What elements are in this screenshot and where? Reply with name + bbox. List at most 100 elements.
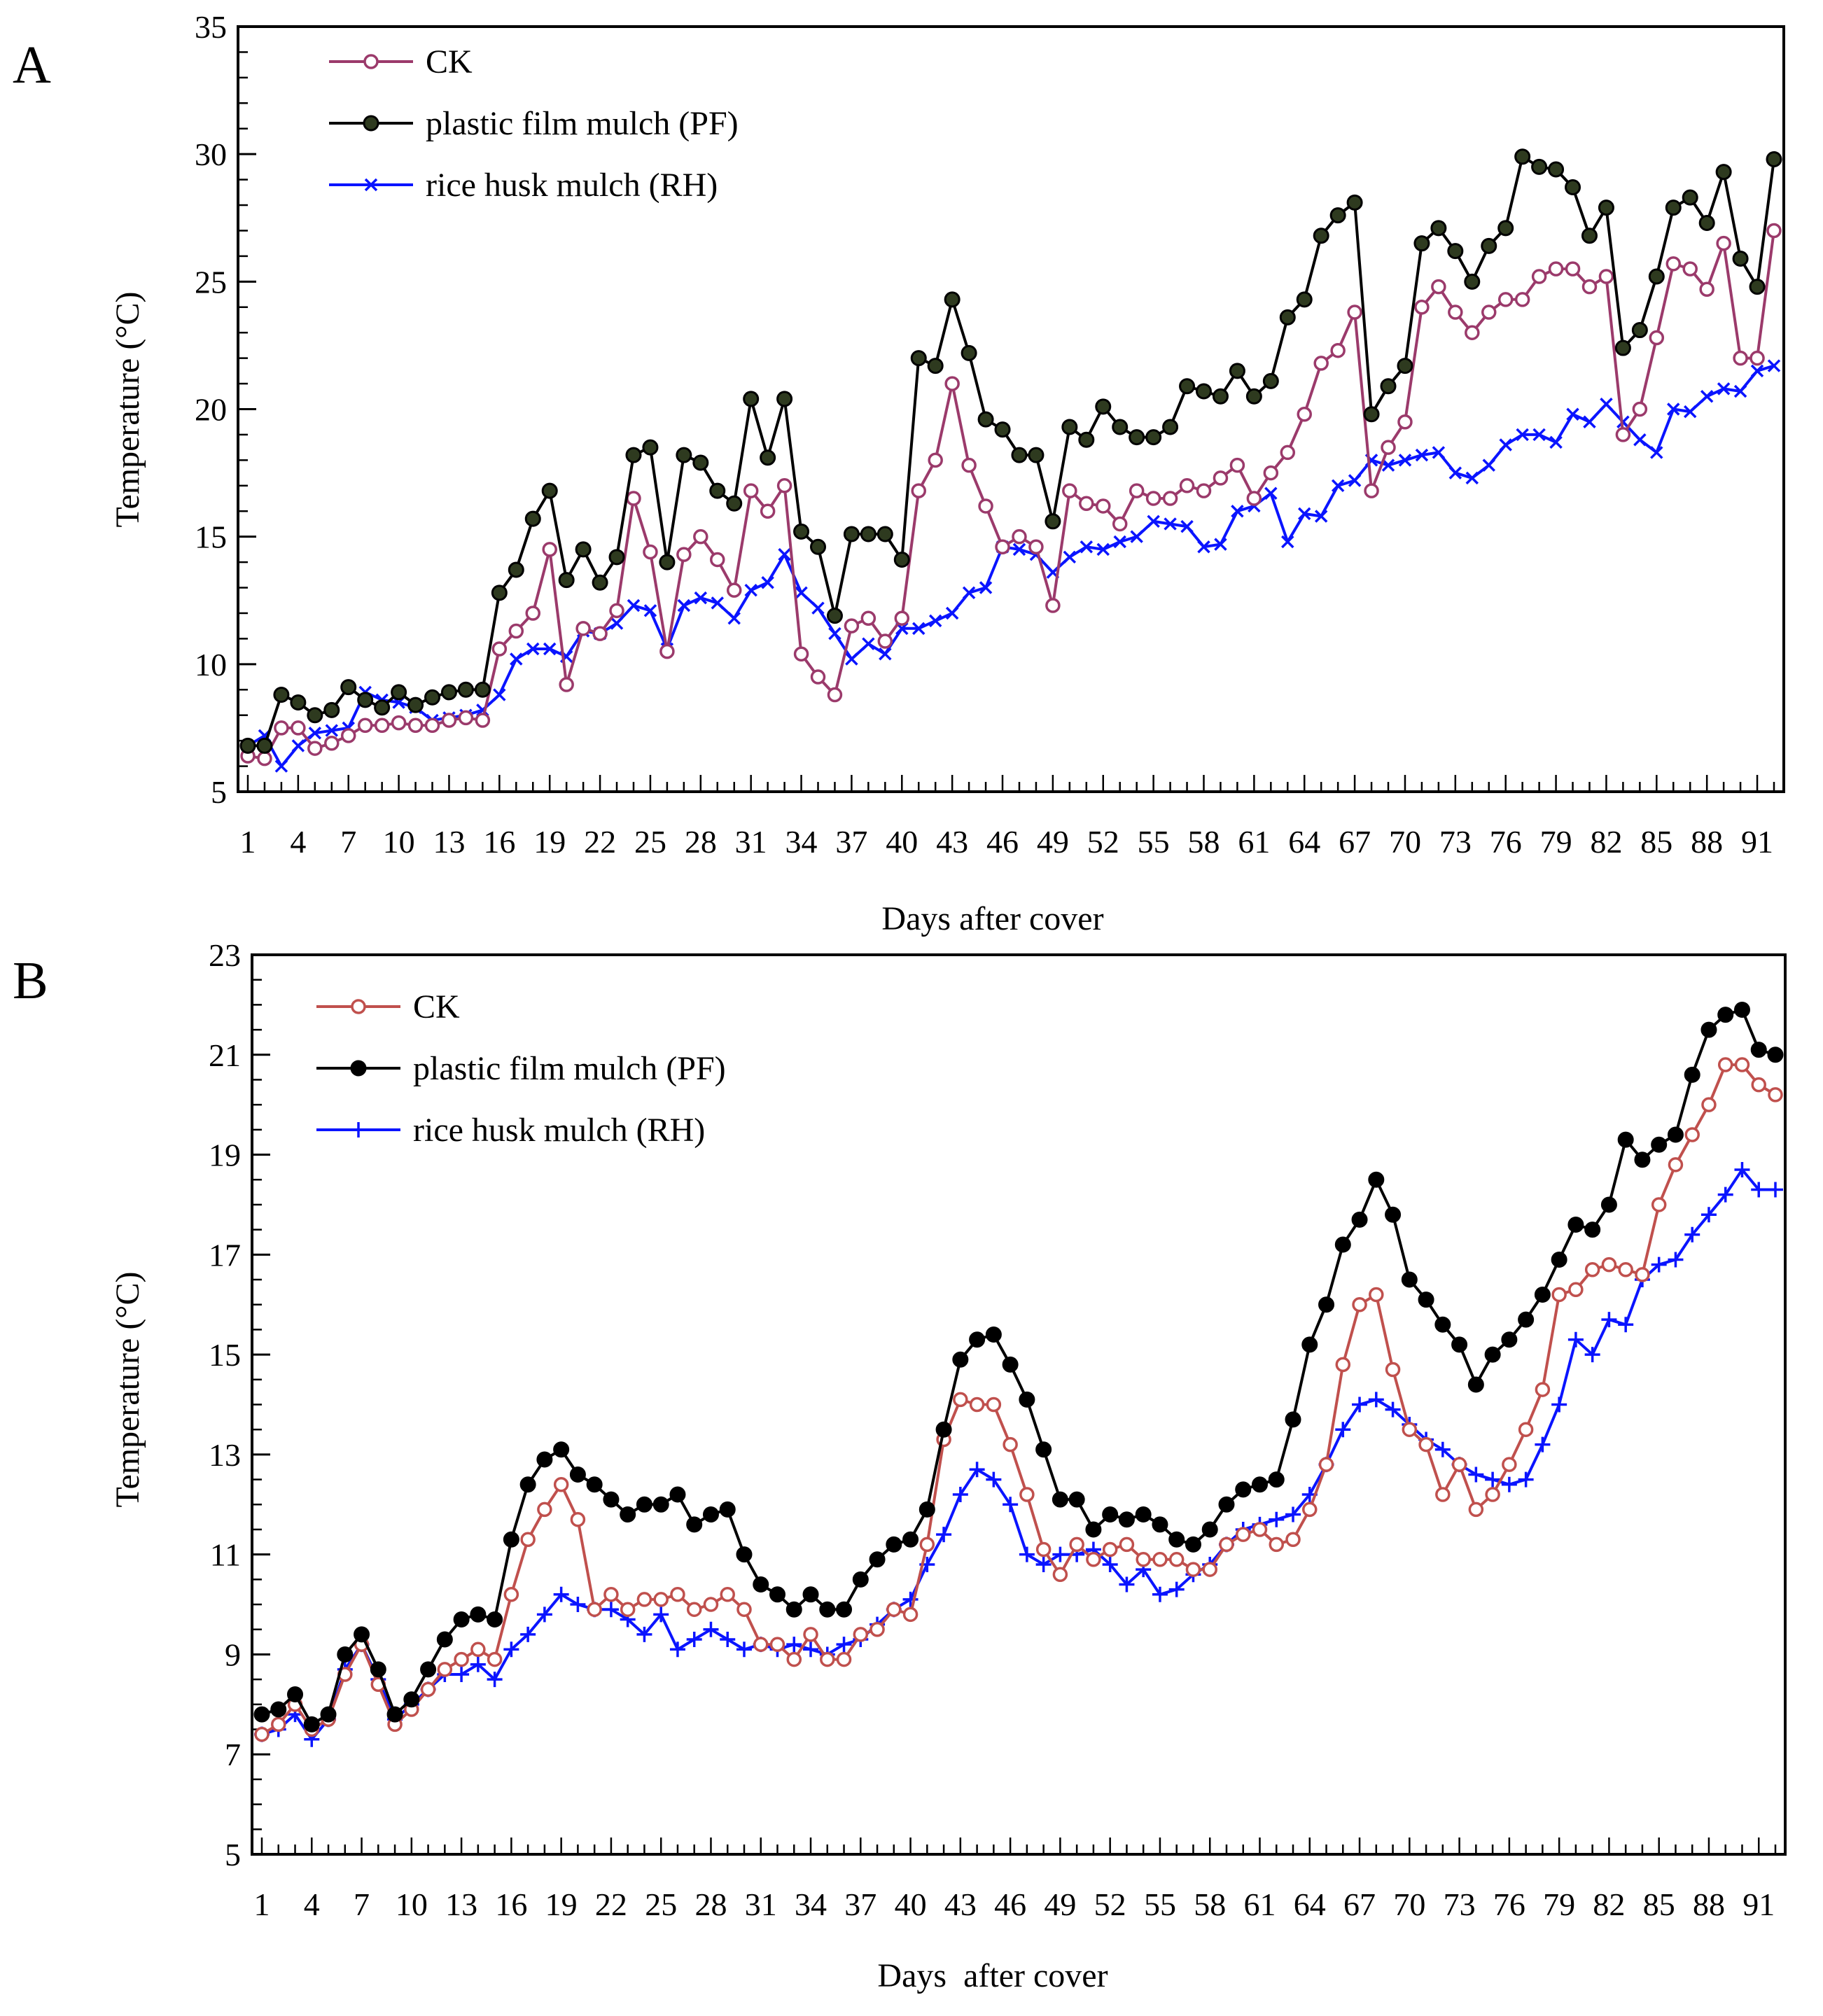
data-point	[961, 457, 977, 473]
series-line	[248, 155, 1775, 748]
x-tick-label: 61	[1238, 824, 1270, 860]
data-point	[374, 699, 391, 716]
data-point	[1381, 440, 1396, 455]
data-point	[357, 718, 373, 734]
data-point	[686, 1602, 702, 1617]
data-point	[1600, 1196, 1617, 1213]
x-tick-label: 37	[844, 1886, 876, 1922]
data-point	[1380, 378, 1397, 395]
x-tick-label: 43	[944, 1886, 977, 1922]
data-point	[1768, 1087, 1783, 1102]
data-point	[1351, 1211, 1368, 1228]
data-point	[1135, 1506, 1152, 1523]
y-tick-label: 9	[225, 1637, 241, 1672]
data-point	[1418, 1292, 1434, 1308]
data-point	[340, 679, 357, 696]
data-point	[1751, 1077, 1766, 1093]
x-tick-label: 82	[1590, 824, 1622, 860]
data-point	[802, 1586, 819, 1603]
data-point	[862, 637, 875, 650]
data-point	[1767, 1046, 1784, 1063]
x-tick-label: 16	[483, 824, 515, 860]
data-point	[1045, 598, 1061, 613]
data-point	[487, 1672, 503, 1688]
data-point	[886, 1602, 902, 1617]
series-line	[261, 1168, 1775, 1741]
data-point	[1262, 372, 1279, 389]
data-point	[743, 483, 759, 498]
legend-entry: plastic film mulch (PF)	[329, 105, 739, 142]
data-point	[273, 687, 290, 704]
data-point	[1368, 1171, 1385, 1188]
data-point	[537, 1502, 552, 1518]
data-point	[1464, 273, 1481, 290]
x-tick-label: 55	[1138, 824, 1170, 860]
data-point	[692, 454, 709, 471]
data-point	[769, 1586, 786, 1603]
x-tick-label: 7	[354, 1886, 370, 1922]
data-point	[620, 1506, 636, 1523]
data-point	[676, 447, 692, 463]
data-point	[1501, 1476, 1517, 1492]
data-point	[1618, 1317, 1634, 1333]
data-point	[569, 1466, 586, 1483]
data-point	[852, 1571, 869, 1588]
data-point	[1086, 1552, 1101, 1567]
x-tick-label: 4	[290, 824, 306, 860]
data-point	[1397, 414, 1413, 430]
data-point	[1102, 1541, 1118, 1558]
data-point	[703, 1597, 719, 1612]
x-axis-title-b: Days after cover	[877, 1957, 1108, 1994]
data-point	[876, 526, 893, 542]
y-tick-label: 15	[195, 519, 227, 555]
data-point	[1734, 1057, 1750, 1072]
x-tick-label: 34	[795, 1886, 827, 1922]
data-point	[1231, 504, 1244, 518]
data-point	[1717, 382, 1731, 396]
data-point	[1313, 356, 1329, 371]
data-point	[1618, 1262, 1633, 1278]
data-point	[1448, 304, 1463, 320]
data-point	[1651, 1256, 1667, 1273]
data-point	[271, 1716, 286, 1732]
data-point	[1432, 446, 1446, 459]
data-point	[1732, 251, 1749, 267]
data-point	[736, 1602, 752, 1617]
x-tick-label: 76	[1493, 1886, 1525, 1922]
data-point	[1413, 235, 1430, 252]
data-point	[1213, 470, 1229, 486]
data-point	[474, 681, 491, 698]
data-point	[1635, 1267, 1650, 1282]
data-point	[1129, 429, 1145, 446]
data-point	[1252, 1522, 1268, 1537]
data-point	[886, 1536, 902, 1553]
y-axis-title-b: Temperature (°C)	[109, 1271, 146, 1507]
data-point	[1482, 458, 1495, 472]
x-tick-label: 46	[986, 824, 1019, 860]
data-point	[1263, 465, 1279, 481]
data-point	[403, 1691, 420, 1708]
y-tick-label: 10	[195, 647, 227, 682]
data-point	[869, 1622, 885, 1637]
data-point	[985, 1326, 1002, 1343]
data-point	[1398, 454, 1412, 467]
data-point	[1063, 550, 1077, 564]
data-point	[1700, 1021, 1717, 1038]
data-point	[374, 718, 390, 734]
data-point	[541, 482, 558, 499]
data-point	[1548, 161, 1565, 178]
data-point	[1235, 1481, 1252, 1498]
data-point	[836, 1637, 852, 1653]
data-point	[1766, 150, 1782, 167]
data-point	[636, 1626, 652, 1642]
data-point	[239, 737, 256, 754]
data-point	[1285, 1532, 1301, 1547]
data-point	[1565, 179, 1581, 196]
data-point	[1667, 1126, 1684, 1143]
data-point	[1665, 200, 1682, 216]
data-point	[1614, 340, 1631, 356]
data-point	[324, 736, 340, 751]
data-point	[1245, 388, 1262, 405]
legend-swatch-marker	[351, 999, 366, 1014]
data-point	[1468, 1502, 1484, 1518]
